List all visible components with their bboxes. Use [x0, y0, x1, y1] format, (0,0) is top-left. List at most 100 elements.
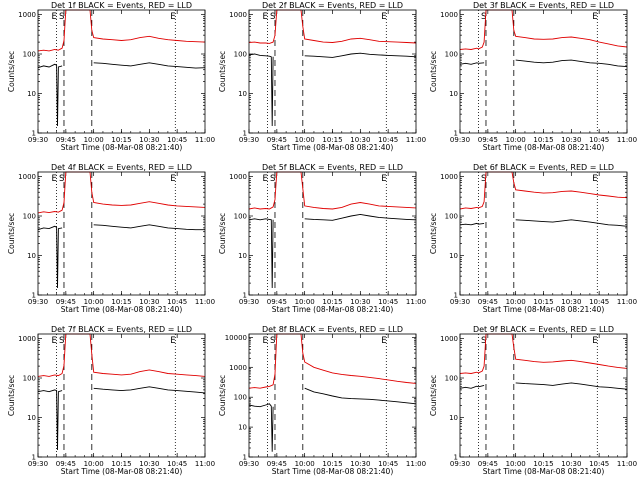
detector-panel-4: Det 4f BLACK = Events, RED = LLD 1 10 100 10…	[7, 163, 215, 314]
panel-title: Det 9f BLACK = Events, RED = LLD	[473, 325, 614, 334]
x-tick-label: 10:45	[378, 460, 398, 468]
x-axis-label: Start Time (08-Mar-08 08:21:40)	[483, 467, 605, 476]
y-tick-label: 1	[32, 292, 36, 300]
marker-label: E	[263, 12, 268, 22]
y-axis-label: Counts/sec	[218, 51, 227, 92]
x-tick-label: 10:30	[561, 298, 581, 306]
x-tick-label: 09:45	[56, 460, 76, 468]
plot-frame	[248, 171, 417, 296]
x-tick-label: 09:45	[267, 298, 287, 306]
x-axis-label: Start Time (08-Mar-08 08:21:40)	[483, 143, 605, 152]
x-tick-label: 10:00	[84, 136, 104, 144]
marker-label: E	[52, 174, 57, 184]
series-line-lld	[248, 171, 417, 210]
x-tick-label: 09:30	[450, 136, 470, 144]
y-tick-label: 1	[454, 454, 458, 462]
series-line-events	[459, 219, 628, 227]
x-axis-label: Start Time (08-Mar-08 08:21:40)	[483, 305, 605, 314]
detector-panel-9: Det 9f BLACK = Events, RED = LLD 1 10 100 10…	[429, 325, 637, 476]
x-tick-label: 10:00	[295, 460, 315, 468]
x-axis-label: Start Time (08-Mar-08 08:21:40)	[61, 305, 183, 314]
x-axis-label: Start Time (08-Mar-08 08:21:40)	[272, 305, 394, 314]
marker-label: S	[270, 174, 275, 184]
x-tick-label: 09:45	[56, 298, 76, 306]
y-tick-label: 1000	[440, 173, 458, 181]
y-tick-label: 100	[445, 51, 458, 59]
marker-label: E	[381, 12, 386, 22]
x-tick-label: 09:30	[239, 460, 259, 468]
marker-label: S	[59, 174, 64, 184]
x-tick-label: 10:45	[378, 298, 398, 306]
detector-panel-1: Det 1f BLACK = Events, RED = LLD 1 10 100 10…	[7, 1, 215, 152]
x-tick-label: 09:30	[450, 298, 470, 306]
x-tick-label: 10:15	[533, 298, 553, 306]
detector-panel-2: Det 2f BLACK = Events, RED = LLD 1 10 100 10…	[218, 1, 426, 152]
x-tick-label: 09:30	[239, 298, 259, 306]
y-tick-label: 100	[445, 213, 458, 221]
y-axis-label: Counts/sec	[7, 375, 16, 416]
marker-label: E	[381, 174, 386, 184]
x-tick-label: 10:15	[322, 298, 342, 306]
marker-label: S	[270, 12, 275, 22]
x-tick-label: 09:45	[478, 136, 498, 144]
x-tick-label: 10:45	[167, 136, 187, 144]
detector-panel-5: Det 5f BLACK = Events, RED = LLD 1 10 100 10…	[218, 163, 426, 314]
x-tick-label: 11:00	[406, 460, 426, 468]
plot-frame	[248, 333, 417, 458]
plot-frame	[459, 333, 628, 458]
x-tick-label: 10:30	[350, 136, 370, 144]
plot-frame	[37, 171, 206, 296]
x-tick-label: 09:45	[267, 136, 287, 144]
y-tick-label: 10	[27, 252, 36, 260]
marker-label: S	[59, 336, 64, 346]
x-tick-label: 10:45	[589, 460, 609, 468]
y-axis-label: Counts/sec	[7, 51, 16, 92]
marker-label: S	[59, 12, 64, 22]
x-tick-label: 10:45	[378, 136, 398, 144]
y-axis-label: Counts/sec	[429, 51, 438, 92]
x-axis-label: Start Time (08-Mar-08 08:21:40)	[61, 467, 183, 476]
y-tick-label: 100	[234, 394, 247, 402]
y-tick-label: 1	[454, 130, 458, 138]
x-tick-label: 10:45	[167, 298, 187, 306]
y-tick-label: 10	[238, 424, 247, 432]
marker-label: S	[270, 336, 275, 346]
x-tick-label: 11:00	[195, 136, 215, 144]
y-tick-label: 100	[23, 213, 36, 221]
marker-label: E	[170, 336, 175, 346]
x-tick-label: 10:15	[111, 298, 131, 306]
series-line-events	[248, 387, 417, 452]
plot-frame	[37, 333, 206, 458]
y-tick-label: 10000	[225, 334, 247, 342]
y-tick-label: 100	[23, 51, 36, 59]
y-tick-label: 1000	[440, 11, 458, 19]
plot-frame	[459, 171, 628, 296]
panel-title: Det 7f BLACK = Events, RED = LLD	[51, 325, 192, 334]
marker-label: E	[263, 336, 268, 346]
y-tick-label: 100	[445, 375, 458, 383]
y-tick-label: 1	[243, 454, 247, 462]
x-tick-label: 11:00	[195, 460, 215, 468]
plot-frame	[37, 9, 206, 134]
y-tick-label: 1	[32, 130, 36, 138]
series-line-events	[459, 59, 628, 68]
y-tick-label: 1000	[229, 173, 247, 181]
x-tick-label: 11:00	[617, 460, 637, 468]
x-tick-label: 09:30	[28, 460, 48, 468]
x-tick-label: 11:00	[617, 136, 637, 144]
marker-label: S	[481, 174, 486, 184]
detector-panel-6: Det 6f BLACK = Events, RED = LLD 1 10 100 10…	[429, 163, 637, 314]
marker-label: S	[481, 336, 486, 346]
y-tick-label: 10	[27, 90, 36, 98]
x-tick-label: 09:30	[239, 136, 259, 144]
x-tick-label: 10:30	[561, 136, 581, 144]
y-tick-label: 10	[238, 90, 247, 98]
y-tick-label: 1000	[18, 335, 36, 343]
series-line-lld	[37, 171, 206, 214]
marker-label: E	[592, 336, 597, 346]
x-axis-label: Start Time (08-Mar-08 08:21:40)	[61, 143, 183, 152]
x-tick-label: 10:30	[139, 460, 159, 468]
series-line-lld	[459, 9, 628, 50]
series-line-events	[37, 386, 206, 451]
